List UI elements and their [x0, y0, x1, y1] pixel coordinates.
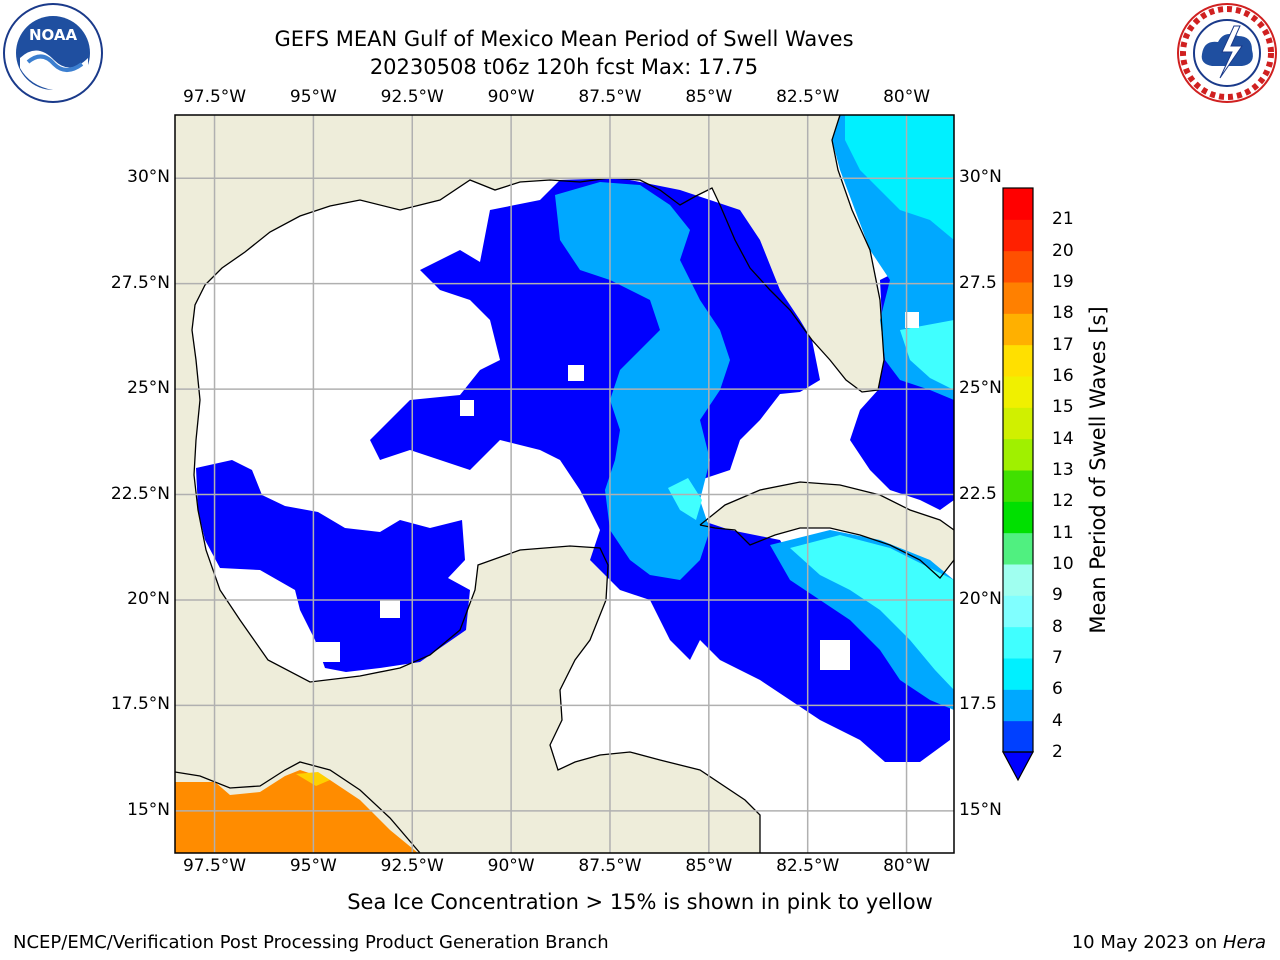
- colorbar-box: [1003, 219, 1033, 252]
- lon-tick-label-bottom: 80°W: [883, 856, 931, 876]
- colorbar-tick-label: 11: [1052, 522, 1074, 543]
- lon-tick-label-bottom: 97.5°W: [182, 856, 247, 876]
- map-title: GEFS MEAN Gulf of Mexico Mean Period of …: [274, 27, 854, 51]
- colorbar-tick-label: 15: [1052, 397, 1074, 418]
- noaa-logo: NOAA: [3, 3, 103, 103]
- colorbar: [1001, 187, 1035, 782]
- lat-tick-label-right: 30°N: [959, 167, 1002, 188]
- swell-region-cyan-east: [900, 320, 954, 390]
- colorbar-tick-label: 21: [1052, 209, 1074, 230]
- footer-date: 10 May 2023 on Hera: [1072, 932, 1266, 953]
- colorbar-box: [1003, 720, 1033, 753]
- colorbar-tick-label: 18: [1052, 303, 1074, 324]
- gridlines: [175, 115, 954, 853]
- colorbar-tick-label: 12: [1052, 491, 1074, 512]
- lon-tick-label-top: 85°W: [685, 87, 733, 107]
- colorbar-tick-label: 19: [1052, 272, 1074, 292]
- lon-tick-label-top: 95°W: [289, 87, 337, 107]
- colorbar-tick-label: 6: [1052, 679, 1063, 700]
- colorbar-box: [1003, 407, 1033, 440]
- lat-tick-label-left: 27.5°N: [110, 272, 170, 293]
- lon-tick-label-bottom: 95°W: [289, 856, 337, 876]
- lat-tick-label-left: 17.5°N: [110, 694, 170, 715]
- swell-region-cyan-atlantic: [845, 115, 954, 240]
- no-data-gaps: [316, 312, 919, 670]
- colorbar-frame: [1002, 187, 1034, 753]
- lon-tick-label-bottom: 82.5°W: [776, 856, 840, 876]
- land-cuba: [700, 482, 954, 578]
- footer-date-text: 10 May 2023 on: [1071, 932, 1223, 953]
- map-frame: [174, 114, 955, 854]
- colorbar-tick-label: 20: [1052, 240, 1074, 261]
- footer-host: Hera: [1222, 932, 1266, 953]
- lat-tick-label-right: 17.5: [959, 694, 997, 715]
- lat-tick-label-left: 15°N: [127, 799, 170, 820]
- lat-tick-label-left: 20°N: [127, 588, 170, 609]
- colorbar-box: [1003, 595, 1033, 628]
- colorbar-tick-label: 13: [1052, 460, 1074, 480]
- lat-tick-label-right: 25°N: [959, 378, 1002, 399]
- lon-tick-label-top: 87.5°W: [578, 87, 642, 107]
- colorbar-label: Mean Period of Swell Waves [s]: [1086, 306, 1110, 634]
- lon-tick-label-top: 82.5°W: [776, 87, 840, 107]
- colorbar-box: [1003, 532, 1033, 565]
- colorbar-tick-label: 10: [1052, 554, 1074, 574]
- colorbar-tick-label: 9: [1052, 585, 1063, 606]
- lat-tick-label-left: 22.5°N: [110, 483, 170, 504]
- colorbar-tick-label: 17: [1052, 334, 1074, 355]
- colorbar-box: [1003, 376, 1033, 408]
- colorbar-box: [1003, 501, 1033, 534]
- lon-tick-label-top: 92.5°W: [380, 87, 444, 107]
- colorbar-tick-label: 7: [1052, 648, 1063, 668]
- colorbar-box: [1003, 658, 1033, 690]
- colorbar-box: [1003, 626, 1033, 659]
- lon-tick-label-bottom: 85°W: [685, 856, 733, 876]
- colorbar-box: [1003, 689, 1033, 722]
- lat-tick-label-right: 27.5: [959, 272, 997, 293]
- lat-tick-label-left: 30°N: [127, 167, 170, 188]
- colorbar-box: [1003, 470, 1033, 502]
- colorbar-box: [1003, 282, 1033, 314]
- footer-branch: NCEP/EMC/Verification Post Processing Pr…: [13, 932, 609, 953]
- lon-tick-label-top: 90°W: [487, 87, 535, 107]
- colorbar-box: [1003, 564, 1033, 596]
- lat-tick-label-right: 15°N: [959, 799, 1002, 820]
- lat-tick-label-right: 20°N: [959, 588, 1002, 609]
- colorbar-box: [1003, 250, 1033, 283]
- colorbar-box: [1003, 344, 1033, 377]
- noaa-logo-text: NOAA: [29, 26, 78, 44]
- sea-ice-note: Sea Ice Concentration > 15% is shown in …: [347, 890, 933, 914]
- colorbar-box: [1003, 438, 1033, 471]
- swell-region-cyan-straits: [668, 478, 702, 520]
- lon-tick-label-bottom: 92.5°W: [380, 856, 444, 876]
- lon-tick-label-top: 97.5°W: [182, 87, 247, 107]
- lat-tick-label-left: 25°N: [127, 378, 170, 399]
- colorbar-tick-label: 14: [1052, 428, 1074, 449]
- colorbar-tick-label: 4: [1052, 710, 1063, 731]
- lon-tick-label-bottom: 90°W: [487, 856, 535, 876]
- colorbar-tick-label: 8: [1052, 616, 1063, 637]
- colorbar-under-arrow: [1001, 751, 1035, 782]
- nws-logo: [1177, 3, 1277, 103]
- colorbar-tick-label: 2: [1052, 742, 1063, 762]
- lon-tick-label-bottom: 87.5°W: [578, 856, 642, 876]
- swell-region-blue-west: [196, 460, 470, 672]
- swell-region-cyan-caribbean: [790, 535, 954, 690]
- lat-tick-label-right: 22.5: [959, 483, 997, 504]
- colorbar-box: [1003, 313, 1033, 346]
- lon-tick-label-top: 80°W: [883, 87, 931, 107]
- colorbar-tick-label: 16: [1052, 366, 1074, 386]
- colorbar-box: [1003, 188, 1033, 220]
- map-subtitle-forecast: 20230508 t06z 120h fcst Max: 17.75: [369, 55, 759, 79]
